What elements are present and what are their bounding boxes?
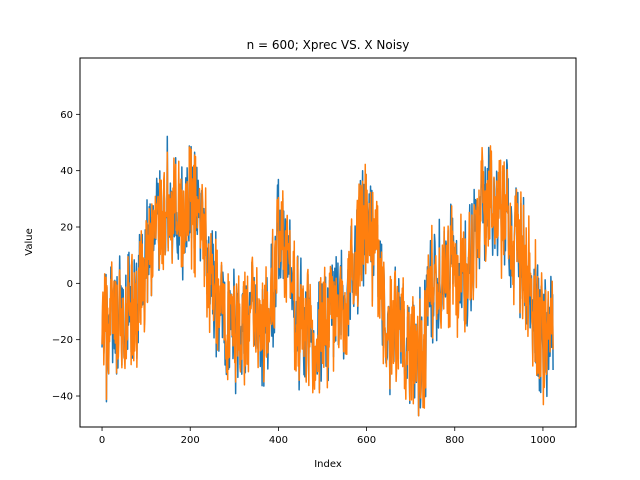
- chart-title: n = 600; Xprec VS. X Noisy: [247, 38, 410, 52]
- plot-frame: [79, 57, 577, 428]
- y-axis-label: Value: [24, 228, 35, 255]
- y-tick-label: 60: [60, 110, 73, 121]
- x-axis-label: Index: [314, 459, 342, 470]
- x-tick-label: 800: [445, 435, 464, 446]
- x-tick-label: 0: [99, 435, 105, 446]
- y-tick-label: −20: [52, 335, 73, 346]
- plot-area: [79, 57, 577, 428]
- y-tick-label: 20: [60, 223, 73, 234]
- y-tick-label: 0: [67, 279, 73, 290]
- x-tick-label: 400: [269, 435, 288, 446]
- series-layer: [101, 135, 554, 417]
- y-axis: −40 −20 0 20 40 60: [52, 110, 80, 403]
- y-tick-label: 40: [60, 166, 73, 177]
- series-line-1: [101, 145, 554, 417]
- x-axis: 0 200 400 600 800 1000: [99, 427, 556, 446]
- y-tick-label: −40: [52, 392, 73, 403]
- x-tick-label: 600: [357, 435, 376, 446]
- x-tick-label: 1000: [530, 435, 555, 446]
- x-tick-label: 200: [181, 435, 200, 446]
